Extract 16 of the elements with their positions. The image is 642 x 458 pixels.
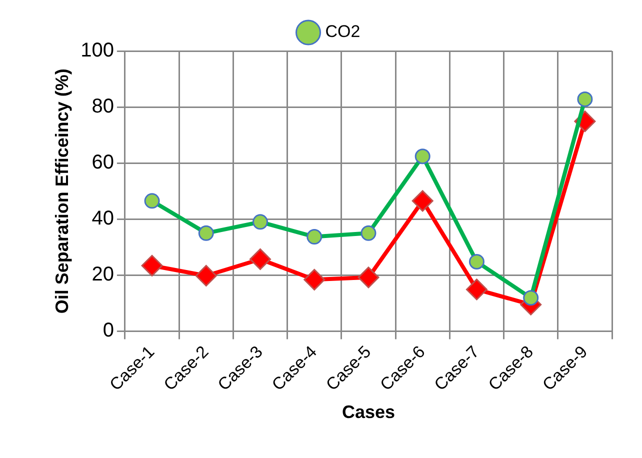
x-axis-title: Cases <box>342 402 396 422</box>
y-axis-title: Oil Separation Efficeincy (%) <box>52 68 72 314</box>
point <box>412 190 434 212</box>
point <box>250 248 272 270</box>
y-tick-label: 100 <box>80 40 114 62</box>
y-tick-label: 40 <box>92 208 114 230</box>
point <box>304 268 326 290</box>
y-tick-label: 80 <box>92 96 114 118</box>
y-tick-label: 20 <box>92 264 114 286</box>
point <box>358 266 380 288</box>
point <box>195 264 217 286</box>
y-tick-label: 0 <box>102 320 114 342</box>
y-tick-label: 60 <box>92 152 114 174</box>
point <box>141 254 163 276</box>
point <box>466 278 488 300</box>
legend-label: CO2 <box>325 22 360 42</box>
